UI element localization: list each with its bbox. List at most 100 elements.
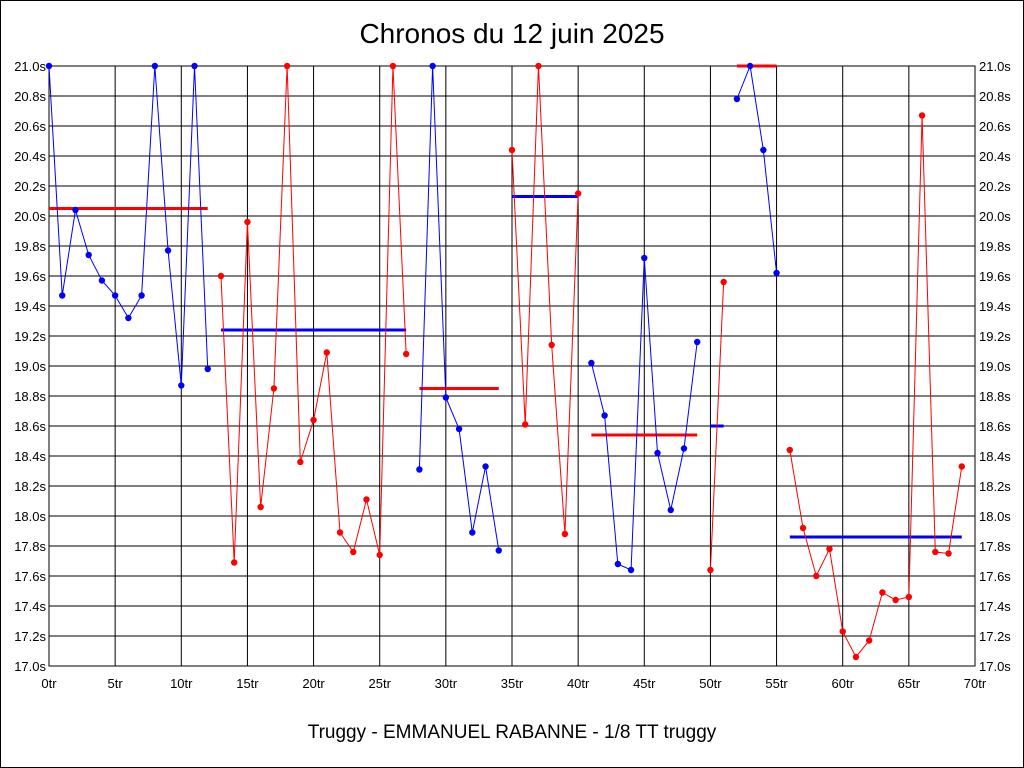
- data-point: [336, 529, 344, 536]
- x-tick-label: 40tr: [567, 676, 590, 691]
- data-point: [720, 278, 727, 286]
- series-line: [511, 65, 579, 535]
- y-tick-label-right: 18.8s: [979, 389, 1011, 404]
- data-point: [45, 62, 53, 70]
- data-point: [945, 550, 952, 557]
- y-tick-label-left: 19.8s: [14, 239, 46, 254]
- data-point: [178, 382, 185, 389]
- y-tick-label-right: 19.6s: [979, 269, 1011, 284]
- data-point: [548, 341, 555, 349]
- data-point: [932, 548, 939, 556]
- x-tick-label: 35tr: [501, 676, 524, 691]
- y-tick-label-right: 19.2s: [979, 329, 1011, 344]
- series-line: [48, 65, 209, 386]
- y-tick-label-right: 20.0s: [979, 209, 1011, 224]
- y-tick-label-left: 18.0s: [14, 509, 46, 524]
- data-point: [257, 503, 264, 511]
- data-point: [852, 653, 860, 661]
- x-tick-label: 0tr: [41, 676, 57, 691]
- data-point: [125, 314, 132, 322]
- y-tick-label-left: 21.0s: [14, 59, 46, 74]
- data-point: [217, 272, 225, 280]
- series-line: [709, 281, 725, 571]
- data-point: [813, 572, 820, 580]
- data-point: [746, 62, 754, 70]
- y-tick-label-right: 17.6s: [979, 569, 1011, 584]
- data-point: [297, 458, 304, 466]
- data-point: [627, 566, 635, 574]
- data-point: [799, 524, 807, 532]
- x-tick-label: 20tr: [302, 676, 325, 691]
- data-point: [270, 385, 278, 392]
- series-line: [789, 115, 963, 658]
- data-point: [323, 349, 330, 356]
- data-point: [231, 559, 238, 566]
- data-point: [402, 350, 410, 358]
- data-point: [469, 529, 476, 536]
- data-point: [588, 359, 595, 367]
- y-tick-label-right: 17.8s: [979, 539, 1011, 554]
- data-point: [59, 292, 66, 299]
- y-tick-label-left: 20.6s: [14, 119, 46, 134]
- data-point: [455, 425, 463, 433]
- data-point: [654, 449, 661, 457]
- y-tick-label-left: 17.4s: [14, 599, 46, 614]
- data-point: [138, 292, 145, 299]
- chart-title: Chronos du 12 juin 2025: [359, 18, 665, 49]
- data-point: [958, 463, 965, 470]
- y-tick-label-right: 19.4s: [979, 299, 1011, 314]
- y-tick-label-right: 19.0s: [979, 359, 1011, 374]
- x-tick-label: 25tr: [369, 676, 392, 691]
- y-tick-label-left: 17.0s: [14, 659, 46, 674]
- series-line: [418, 65, 500, 551]
- y-tick-label-right: 19.8s: [979, 239, 1011, 254]
- data-point: [892, 596, 899, 604]
- data-point: [283, 62, 291, 70]
- data-point: [667, 506, 674, 514]
- series-line: [736, 64, 778, 274]
- data-point: [574, 190, 582, 197]
- y-tick-label-left: 19.6s: [14, 269, 46, 284]
- data-point: [482, 463, 489, 470]
- data-point: [191, 62, 198, 70]
- data-point: [495, 547, 502, 554]
- y-tick-label-right: 17.4s: [979, 599, 1011, 614]
- x-tick-label: 30tr: [435, 676, 458, 691]
- y-tick-label-left: 19.0s: [14, 359, 46, 374]
- data-point: [561, 530, 569, 538]
- data-point: [442, 394, 450, 401]
- y-tick-label-left: 19.2s: [14, 329, 46, 344]
- data-point: [164, 247, 172, 254]
- y-tick-label-right: 20.6s: [979, 119, 1011, 134]
- x-tick-label: 70tr: [964, 676, 987, 691]
- y-tick-label-left: 20.4s: [14, 149, 46, 164]
- data-point: [244, 218, 251, 226]
- y-tick-label-left: 18.6s: [14, 419, 46, 434]
- data-point: [204, 365, 211, 373]
- plot-area-border: [48, 65, 976, 667]
- y-tick-label-left: 18.8s: [14, 389, 46, 404]
- data-point: [363, 496, 370, 503]
- data-point: [416, 466, 423, 473]
- data-point: [733, 95, 741, 103]
- data-point: [310, 416, 317, 424]
- y-tick-label-left: 20.8s: [14, 89, 46, 104]
- x-tick-label: 50tr: [699, 676, 722, 691]
- y-tick-label-right: 18.4s: [979, 449, 1011, 464]
- data-point: [535, 62, 542, 70]
- data-point: [694, 338, 701, 346]
- data-point: [98, 277, 106, 284]
- data-point: [508, 146, 516, 154]
- y-tick-label-right: 20.8s: [979, 89, 1011, 104]
- data-point: [85, 251, 92, 259]
- y-tick-label-left: 20.0s: [14, 209, 46, 224]
- y-tick-label-right: 21.0s: [979, 59, 1011, 74]
- x-tick-label: 65tr: [898, 676, 921, 691]
- data-point: [641, 254, 648, 262]
- data-point: [680, 445, 688, 452]
- data-point: [905, 593, 913, 601]
- y-tick-label-left: 17.2s: [14, 629, 46, 644]
- x-tick-label: 60tr: [832, 676, 855, 691]
- y-tick-label-right: 17.0s: [979, 659, 1011, 674]
